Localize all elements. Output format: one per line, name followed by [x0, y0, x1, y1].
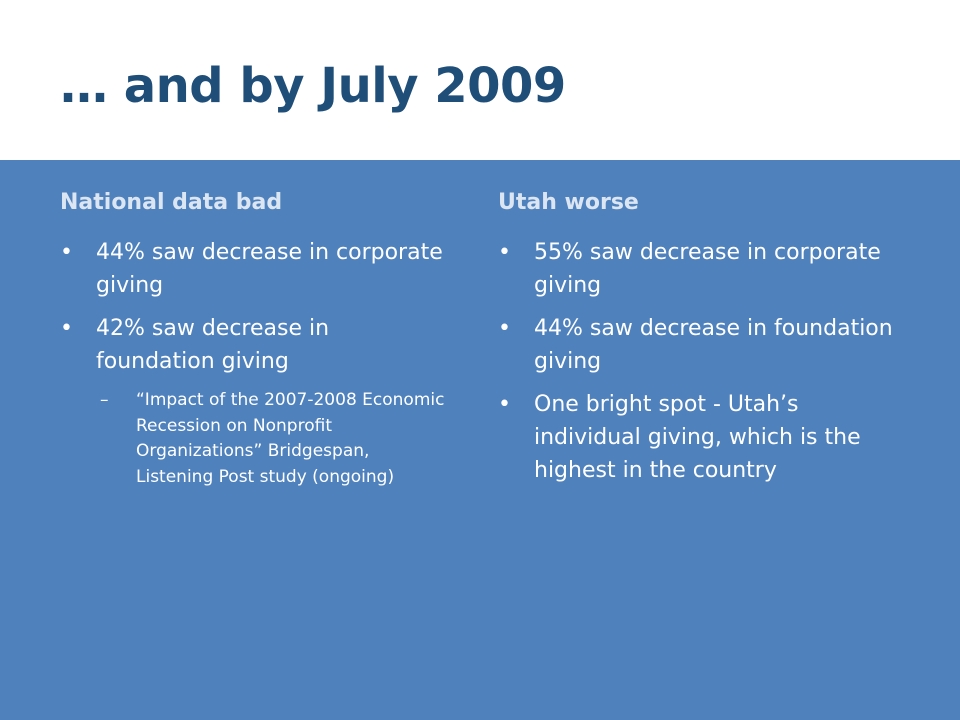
source-citation: – “Impact of the 2007-2008 Economic Rece… — [100, 388, 450, 490]
bullet-text: One bright spot - Utah’s individual givi… — [534, 392, 861, 484]
bullet-text: 42% saw decrease in foundation giving — [96, 316, 330, 375]
right-bullet-item: • One bright spot - Utah’s individual gi… — [498, 388, 898, 487]
left-bullet-list: • 44% saw decrease in corporate giving •… — [60, 236, 450, 378]
right-bullet-item: • 55% saw decrease in corporate giving — [498, 236, 898, 302]
bullet-icon: • — [498, 392, 511, 418]
content-area: National data bad • 44% saw decrease in … — [0, 160, 960, 720]
bullet-icon: • — [498, 240, 511, 266]
dash-icon: – — [100, 390, 109, 411]
right-bullet-item: • 44% saw decrease in foundation giving — [498, 312, 898, 378]
right-bullet-list: • 55% saw decrease in corporate giving •… — [498, 236, 898, 487]
left-column: National data bad • 44% saw decrease in … — [60, 190, 450, 490]
left-bullet-item: • 42% saw decrease in foundation giving — [60, 312, 450, 378]
title-area: … and by July 2009 — [0, 0, 960, 160]
left-bullet-item: • 44% saw decrease in corporate giving — [60, 236, 450, 302]
right-column: Utah worse • 55% saw decrease in corpora… — [498, 190, 898, 497]
bullet-icon: • — [60, 316, 73, 342]
right-column-heading: Utah worse — [498, 190, 639, 215]
bullet-icon: • — [498, 316, 511, 342]
left-column-heading: National data bad — [60, 190, 283, 215]
bullet-text: 44% saw decrease in foundation giving — [534, 316, 893, 375]
bullet-text: 44% saw decrease in corporate giving — [96, 240, 443, 299]
bullet-icon: • — [60, 240, 73, 266]
citation-text: “Impact of the 2007-2008 Economic Recess… — [136, 390, 445, 487]
slide-title: … and by July 2009 — [60, 58, 566, 114]
bullet-text: 55% saw decrease in corporate giving — [534, 240, 881, 299]
